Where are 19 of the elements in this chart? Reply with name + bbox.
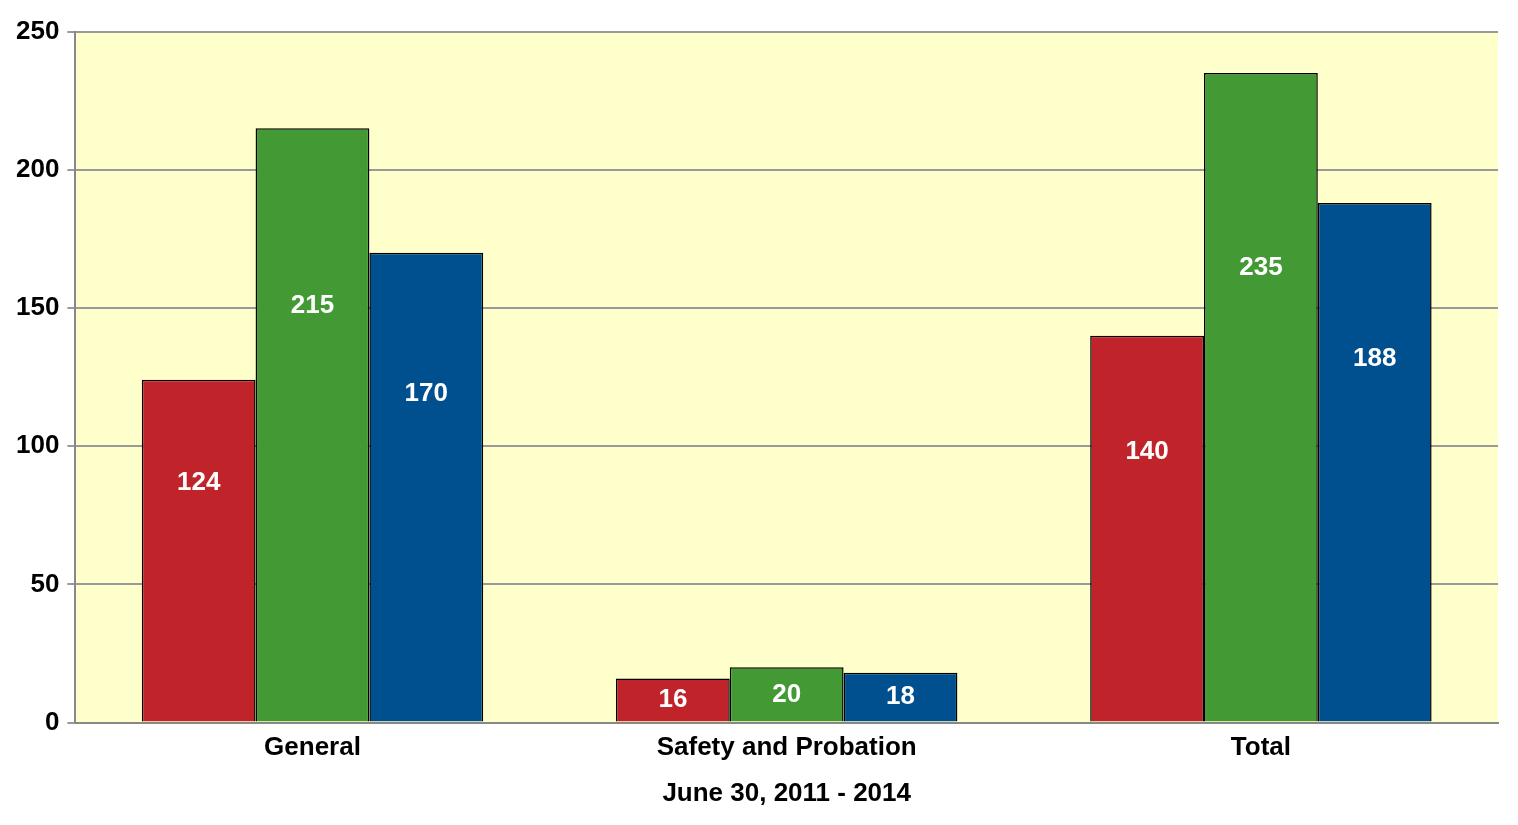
y-tick-label: 150: [15, 291, 60, 322]
y-tick-label: 200: [15, 152, 60, 183]
data-label: 16: [658, 683, 688, 714]
x-tick-label: Total: [1230, 731, 1291, 762]
data-label: 18: [886, 680, 915, 711]
y-tick-label: 250: [15, 14, 60, 45]
x-tick-label: General: [264, 731, 361, 762]
y-tick-label: 50: [30, 567, 60, 598]
data-label: 20: [772, 677, 802, 708]
data-label: 124: [176, 465, 221, 496]
data-label: 215: [290, 289, 335, 320]
x-axis-title: June 30, 2011 - 2014: [662, 776, 912, 807]
y-tick-label: 100: [15, 429, 60, 460]
data-label: 170: [404, 376, 448, 407]
x-tick-label: Safety and Probation: [656, 731, 917, 762]
data-label: 235: [1239, 250, 1283, 281]
y-tick-label: 0: [44, 705, 60, 736]
data-label: 140: [1125, 434, 1169, 465]
data-label: 188: [1353, 341, 1397, 372]
